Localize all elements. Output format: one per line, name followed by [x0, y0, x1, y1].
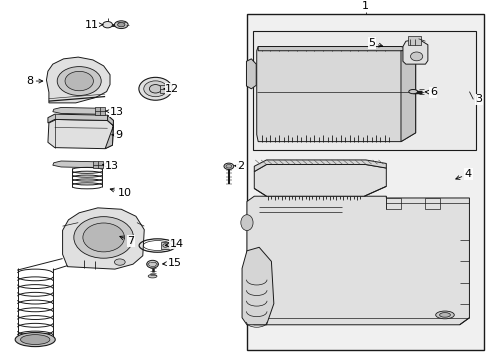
Ellipse shape [15, 333, 55, 347]
Ellipse shape [82, 223, 124, 252]
Ellipse shape [139, 77, 172, 100]
Text: 6: 6 [425, 87, 436, 97]
Text: 5: 5 [367, 38, 382, 48]
Ellipse shape [146, 260, 158, 268]
Bar [246, 14, 483, 350]
Ellipse shape [143, 81, 167, 97]
Ellipse shape [65, 71, 93, 91]
Polygon shape [46, 57, 110, 103]
Bar [407, 36, 420, 45]
Text: 12: 12 [164, 84, 179, 94]
Ellipse shape [20, 335, 50, 345]
Polygon shape [105, 115, 113, 149]
Ellipse shape [114, 21, 128, 28]
Ellipse shape [224, 163, 233, 170]
Ellipse shape [117, 23, 125, 27]
Polygon shape [246, 59, 256, 89]
Polygon shape [254, 165, 386, 196]
Ellipse shape [435, 311, 453, 319]
Ellipse shape [408, 90, 417, 94]
Polygon shape [53, 161, 101, 168]
Bar [95, 107, 105, 114]
Text: 4: 4 [455, 169, 471, 179]
Ellipse shape [409, 52, 422, 61]
Polygon shape [402, 39, 427, 64]
Polygon shape [242, 247, 273, 325]
Ellipse shape [148, 274, 157, 278]
Bar [93, 161, 102, 168]
Polygon shape [53, 107, 103, 114]
Bar [425, 198, 439, 208]
Polygon shape [400, 50, 415, 141]
Ellipse shape [149, 85, 161, 93]
Ellipse shape [114, 259, 125, 265]
Text: 9: 9 [111, 130, 122, 140]
Polygon shape [62, 208, 144, 269]
Ellipse shape [225, 165, 231, 168]
Polygon shape [254, 160, 386, 172]
Ellipse shape [102, 22, 112, 28]
Polygon shape [48, 120, 113, 149]
Bar [161, 242, 169, 249]
Ellipse shape [240, 215, 253, 230]
Text: 1: 1 [362, 1, 368, 10]
Text: 3: 3 [474, 94, 481, 104]
Text: 13: 13 [102, 161, 118, 171]
Ellipse shape [163, 244, 167, 247]
Text: 10: 10 [110, 188, 131, 198]
Bar [253, 31, 475, 150]
Text: 11: 11 [85, 20, 102, 30]
Polygon shape [246, 196, 468, 325]
Polygon shape [256, 46, 415, 141]
Text: 3: 3 [474, 94, 481, 104]
Polygon shape [258, 46, 415, 51]
Text: 15: 15 [163, 258, 182, 268]
Text: 8: 8 [26, 76, 42, 86]
Text: 2: 2 [234, 161, 244, 171]
Bar [386, 198, 400, 208]
Polygon shape [48, 114, 113, 126]
Ellipse shape [57, 67, 101, 95]
Bar [160, 85, 166, 93]
Ellipse shape [439, 312, 449, 317]
Text: 14: 14 [165, 239, 183, 249]
Text: 7: 7 [120, 236, 134, 246]
Ellipse shape [74, 217, 133, 258]
Text: 13: 13 [105, 107, 123, 117]
